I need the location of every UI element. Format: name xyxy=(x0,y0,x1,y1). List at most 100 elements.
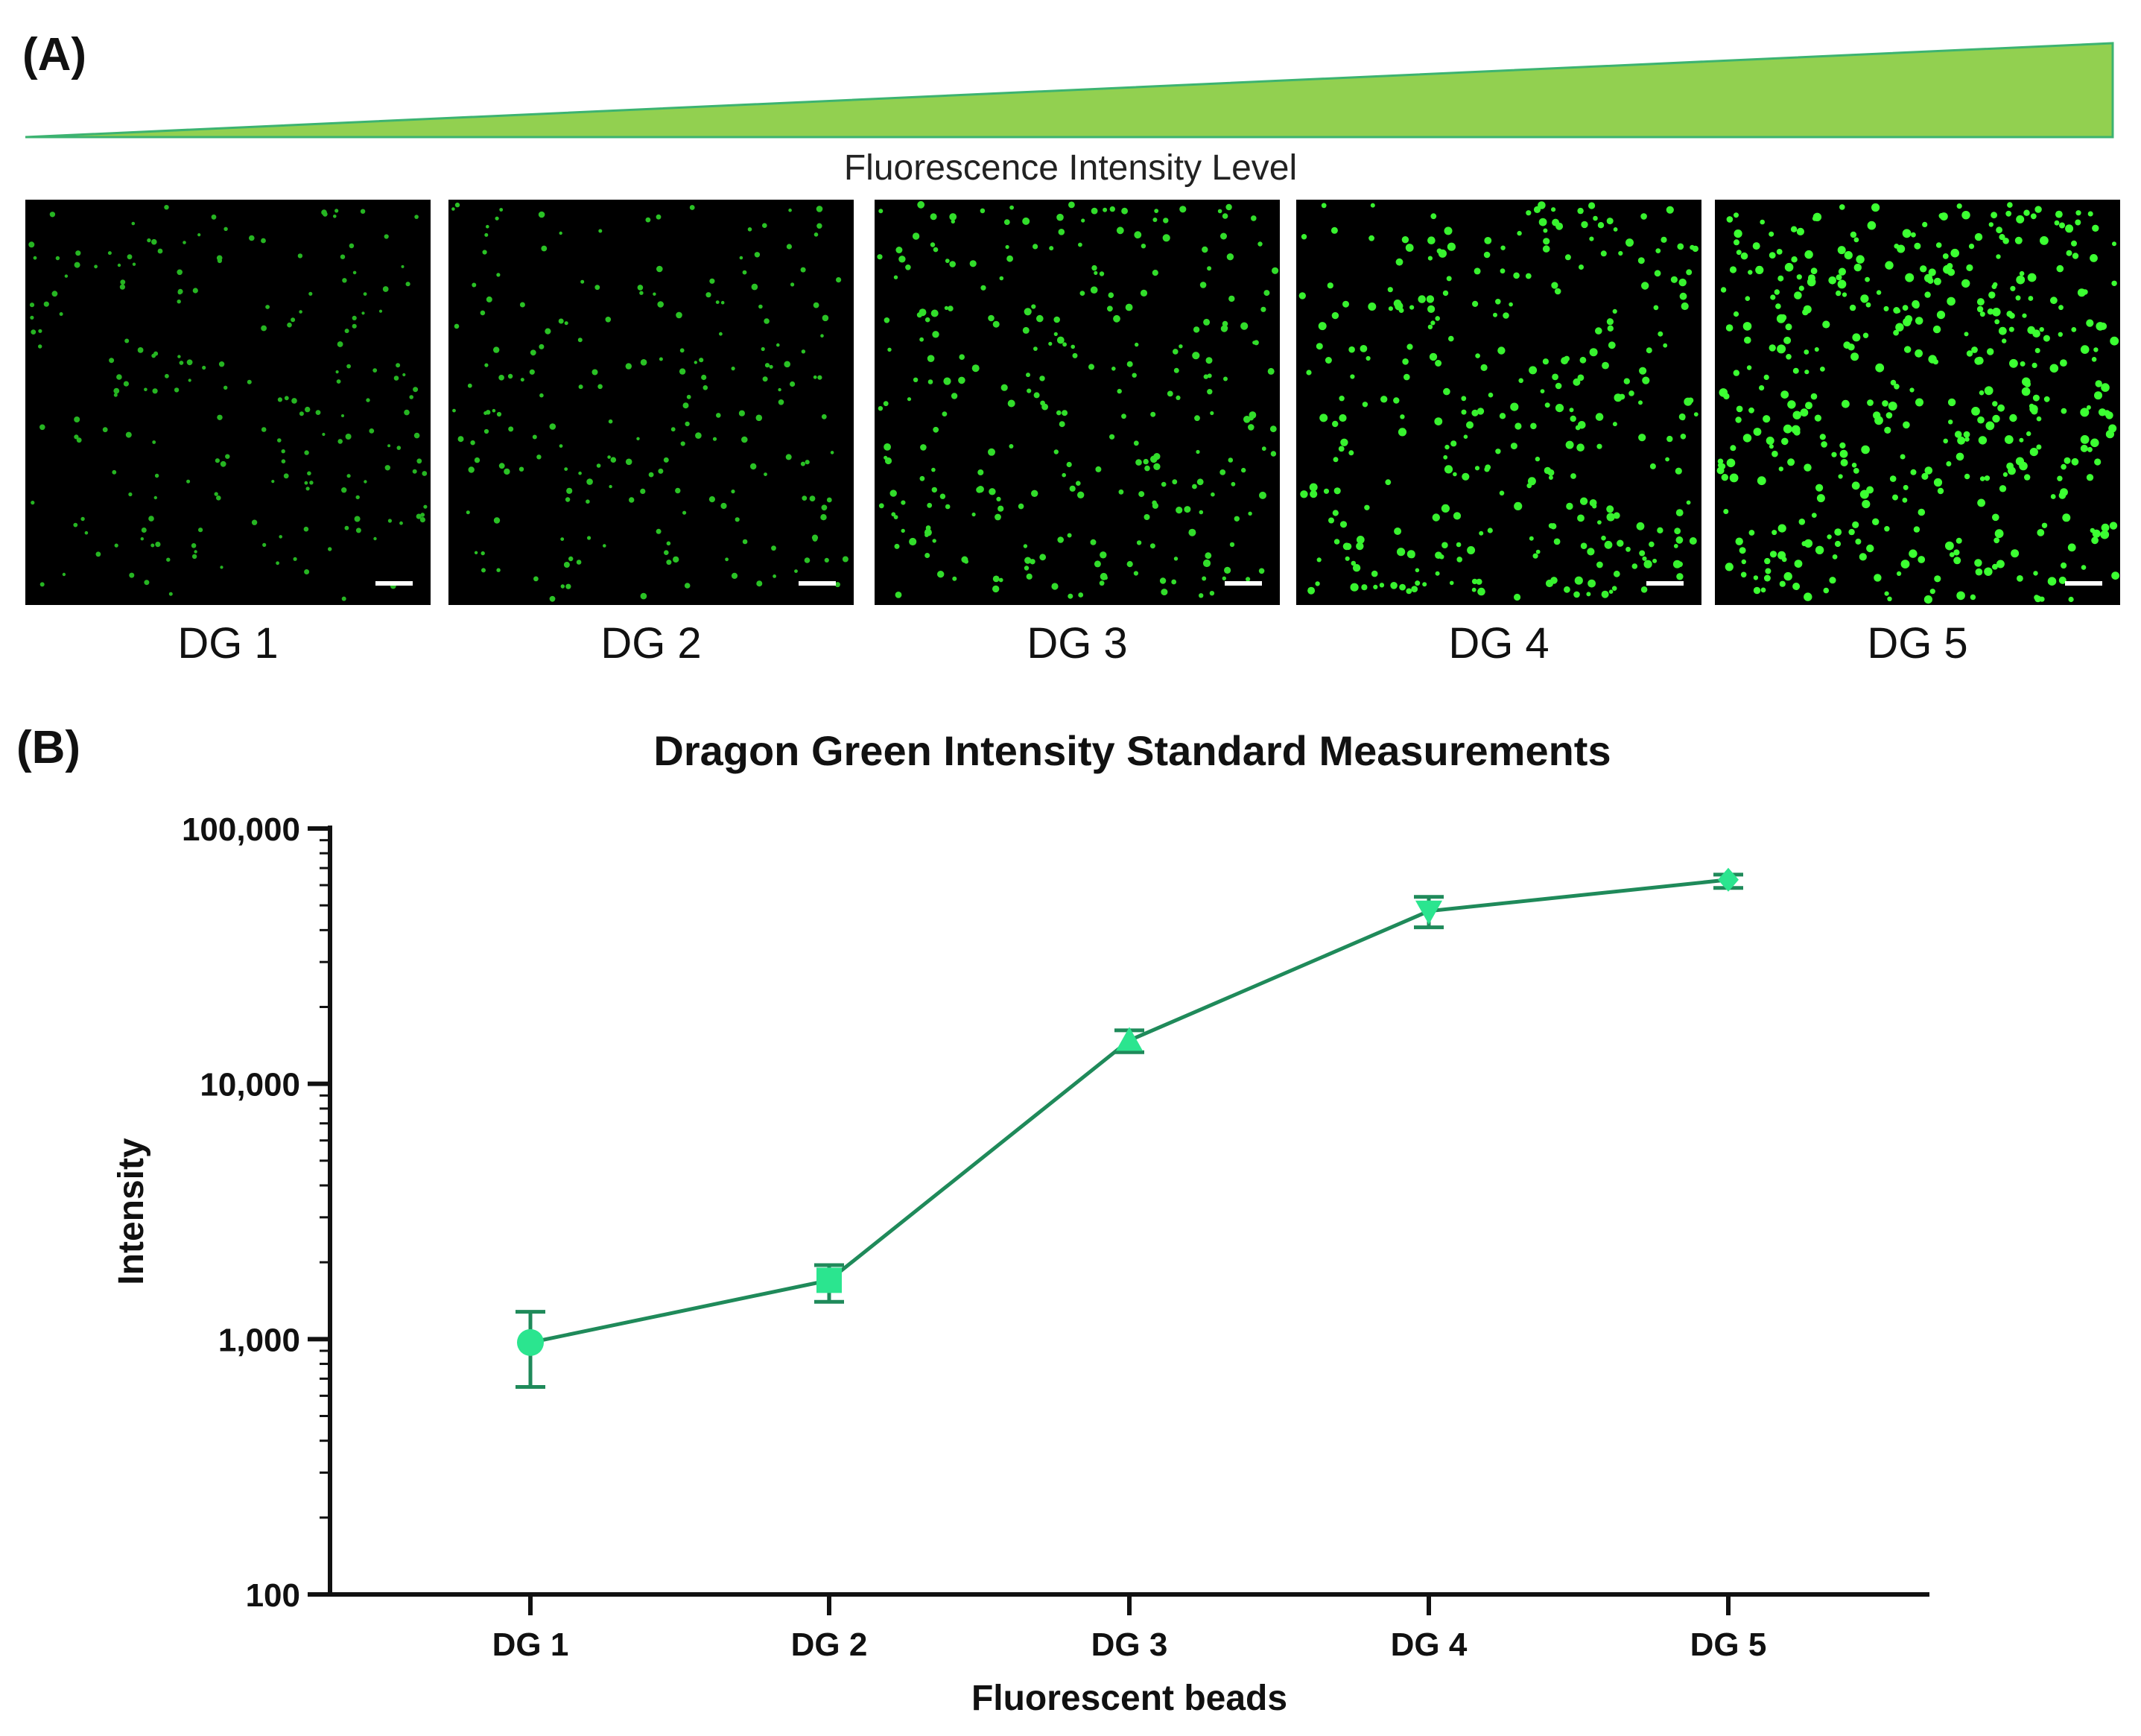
bead xyxy=(1748,407,1754,414)
bead xyxy=(1652,558,1658,563)
bead xyxy=(128,492,133,497)
bead xyxy=(153,495,157,500)
bead xyxy=(1542,358,1549,365)
bead xyxy=(1350,583,1359,592)
bead xyxy=(1834,540,1842,548)
bead xyxy=(1760,587,1766,593)
bead xyxy=(1675,509,1684,516)
bead xyxy=(1606,505,1614,513)
bead xyxy=(1924,291,1931,298)
bead xyxy=(1090,539,1097,545)
bead xyxy=(1717,458,1724,465)
bead xyxy=(1849,304,1856,311)
bead xyxy=(472,282,477,288)
bead xyxy=(1726,216,1734,223)
scale-bar xyxy=(375,581,413,586)
bead xyxy=(559,231,562,235)
bead xyxy=(1730,445,1736,452)
chart-title: Dragon Green Intensity Standard Measurem… xyxy=(653,727,1611,774)
bead xyxy=(1611,586,1617,591)
bead xyxy=(364,480,367,484)
bead xyxy=(1839,204,1845,210)
bead xyxy=(1741,559,1746,565)
bead xyxy=(1781,557,1787,563)
bead xyxy=(1606,218,1614,225)
bead xyxy=(977,486,984,493)
bead xyxy=(322,432,326,437)
bead xyxy=(1141,244,1146,249)
bead xyxy=(1963,431,1970,438)
bead xyxy=(1601,590,1609,598)
bead xyxy=(1763,374,1769,380)
bead xyxy=(1589,348,1598,357)
bead xyxy=(761,346,765,352)
bead xyxy=(1447,242,1456,251)
bead xyxy=(1956,591,1965,601)
bead xyxy=(1623,378,1630,384)
bead xyxy=(2041,522,2048,528)
bead xyxy=(1964,332,1969,337)
bead xyxy=(372,368,378,373)
bead xyxy=(492,408,496,413)
bead xyxy=(2015,295,2021,301)
bead xyxy=(2016,275,2026,285)
bead xyxy=(1056,336,1065,344)
bead xyxy=(679,348,685,353)
bead xyxy=(536,454,542,460)
bead xyxy=(2092,529,2101,538)
bead xyxy=(2080,435,2090,444)
bead xyxy=(1719,388,1728,397)
bead xyxy=(498,463,505,469)
bead xyxy=(1882,400,1888,407)
bead xyxy=(1852,521,1859,528)
bead xyxy=(1446,276,1452,282)
bead xyxy=(1791,256,1798,263)
bead xyxy=(959,354,965,360)
bead xyxy=(304,481,308,485)
scale-bar xyxy=(1646,581,1684,586)
bead xyxy=(1248,511,1252,516)
data-point-dg5 xyxy=(1718,867,1739,892)
bead xyxy=(1933,478,1943,487)
bead xyxy=(682,510,687,515)
bead xyxy=(336,379,341,384)
bead xyxy=(2034,206,2042,213)
bead xyxy=(895,592,902,598)
bead xyxy=(2050,297,2058,305)
bead xyxy=(560,584,565,589)
bead xyxy=(216,495,221,501)
bead xyxy=(1467,546,1476,554)
bead xyxy=(1994,529,2004,539)
bead xyxy=(1220,232,1227,240)
bead xyxy=(55,256,60,261)
bead xyxy=(1368,235,1374,241)
bead xyxy=(1746,365,1752,370)
bead xyxy=(742,270,747,275)
bead xyxy=(1479,530,1484,536)
bead xyxy=(396,363,401,368)
bead xyxy=(114,543,118,548)
bead xyxy=(2080,345,2090,354)
bead xyxy=(2101,523,2110,532)
bead xyxy=(1801,541,1807,547)
bead xyxy=(1039,376,1045,381)
bead xyxy=(980,285,986,291)
bead xyxy=(1586,592,1591,597)
bead xyxy=(1387,287,1393,293)
bead xyxy=(307,471,311,476)
bead xyxy=(1937,487,1944,495)
bead xyxy=(1956,203,1962,209)
bead xyxy=(125,431,132,438)
bead xyxy=(1076,481,1081,486)
bead xyxy=(340,254,346,259)
bead xyxy=(1103,207,1108,212)
bead xyxy=(1947,297,1956,306)
bead xyxy=(1176,395,1181,400)
bead xyxy=(2111,280,2117,286)
bead xyxy=(577,338,583,343)
bead xyxy=(907,397,912,402)
bead xyxy=(2030,213,2037,220)
bead xyxy=(1540,389,1545,393)
bead xyxy=(676,311,682,319)
bead xyxy=(764,363,770,368)
